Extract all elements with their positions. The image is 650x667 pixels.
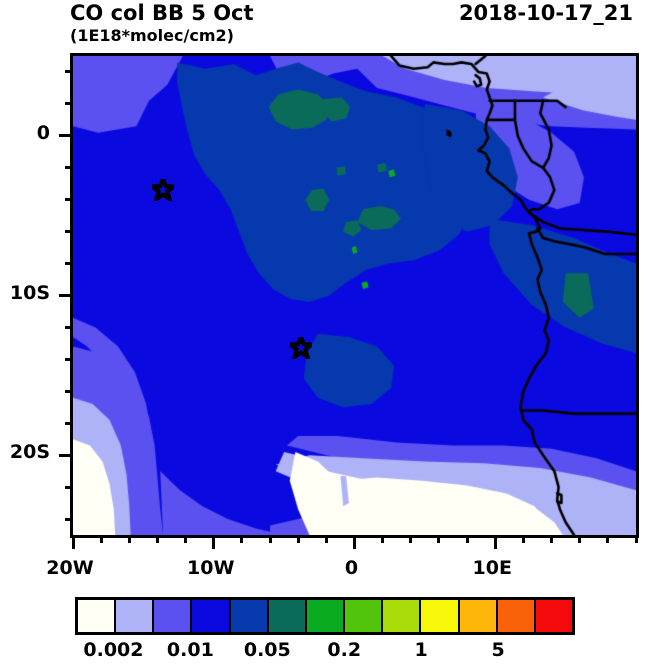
x-tick bbox=[71, 535, 75, 549]
colorbar-cell bbox=[306, 600, 346, 632]
y-tick bbox=[65, 166, 73, 170]
y-tick bbox=[65, 421, 73, 425]
y-tick bbox=[59, 453, 73, 457]
colorbar-cells bbox=[75, 597, 575, 635]
colorbar-tick-label: 0.01 bbox=[166, 639, 214, 661]
y-tick bbox=[59, 294, 73, 297]
y-tick bbox=[65, 357, 73, 361]
x-tick bbox=[381, 535, 385, 543]
colorbar-tick-label: 1 bbox=[414, 639, 428, 661]
x-axis-label: 0 bbox=[344, 557, 359, 579]
y-axis-label: 20S bbox=[9, 441, 50, 464]
colorbar-cell bbox=[497, 600, 536, 632]
y-tick bbox=[65, 102, 73, 106]
x-tick bbox=[127, 535, 131, 543]
x-tick bbox=[268, 535, 272, 543]
x-tick bbox=[606, 535, 610, 543]
page-title: CO col BB 5 Oct bbox=[70, 1, 254, 25]
colorbar-cell bbox=[268, 600, 307, 632]
x-tick bbox=[634, 535, 638, 543]
colorbar-legend: 0.002 0.01 0.05 0.2 1 5 bbox=[75, 597, 575, 661]
x-tick bbox=[155, 535, 159, 543]
x-tick bbox=[550, 535, 554, 543]
colorbar-cell bbox=[192, 600, 231, 632]
y-tick bbox=[65, 198, 73, 202]
colorbar-cell bbox=[116, 600, 155, 632]
x-tick bbox=[240, 535, 244, 543]
colorbar-cell bbox=[535, 600, 573, 632]
x-tick bbox=[521, 535, 525, 543]
co-column-heatmap bbox=[73, 56, 636, 535]
x-tick bbox=[212, 535, 216, 549]
x-tick bbox=[99, 535, 103, 543]
y-axis-label: 10S bbox=[9, 281, 50, 304]
units-label: (1E18*molec/cm2) bbox=[70, 26, 234, 45]
y-tick bbox=[65, 262, 73, 266]
x-tick bbox=[324, 535, 328, 543]
colorbar-cell bbox=[345, 600, 384, 632]
timestamp-label: 2018-10-17_21 bbox=[458, 1, 633, 25]
x-tick bbox=[578, 535, 582, 543]
colorbar-tick-label: 0.2 bbox=[327, 639, 362, 661]
colorbar-cell bbox=[154, 600, 193, 632]
x-tick bbox=[465, 535, 469, 543]
y-tick bbox=[59, 134, 73, 138]
colorbar-tick-label: 0.05 bbox=[243, 639, 291, 661]
x-tick bbox=[437, 535, 441, 543]
x-tick bbox=[493, 535, 497, 549]
colorbar-cell bbox=[78, 600, 117, 632]
x-tick bbox=[296, 535, 300, 543]
x-tick bbox=[184, 535, 188, 543]
y-axis-label: 0 bbox=[36, 121, 50, 144]
y-tick bbox=[65, 389, 73, 393]
x-axis-label: 20W bbox=[46, 557, 94, 579]
x-axis-label: 10W bbox=[187, 557, 235, 579]
y-tick bbox=[65, 325, 73, 329]
map-plot-frame bbox=[59, 53, 639, 549]
x-tick bbox=[353, 535, 356, 549]
y-tick bbox=[65, 517, 73, 521]
colorbar-tick-label: 5 bbox=[491, 639, 505, 661]
y-tick bbox=[65, 485, 73, 489]
colorbar-tick-label: 0.002 bbox=[83, 639, 144, 661]
x-axis-label: 10E bbox=[472, 557, 512, 579]
y-tick bbox=[65, 70, 73, 74]
colorbar-cell bbox=[421, 600, 460, 632]
colorbar-cell bbox=[459, 600, 498, 632]
x-tick bbox=[409, 535, 413, 543]
y-tick bbox=[65, 230, 73, 234]
colorbar-cell bbox=[230, 600, 269, 632]
colorbar-cell bbox=[383, 600, 422, 632]
